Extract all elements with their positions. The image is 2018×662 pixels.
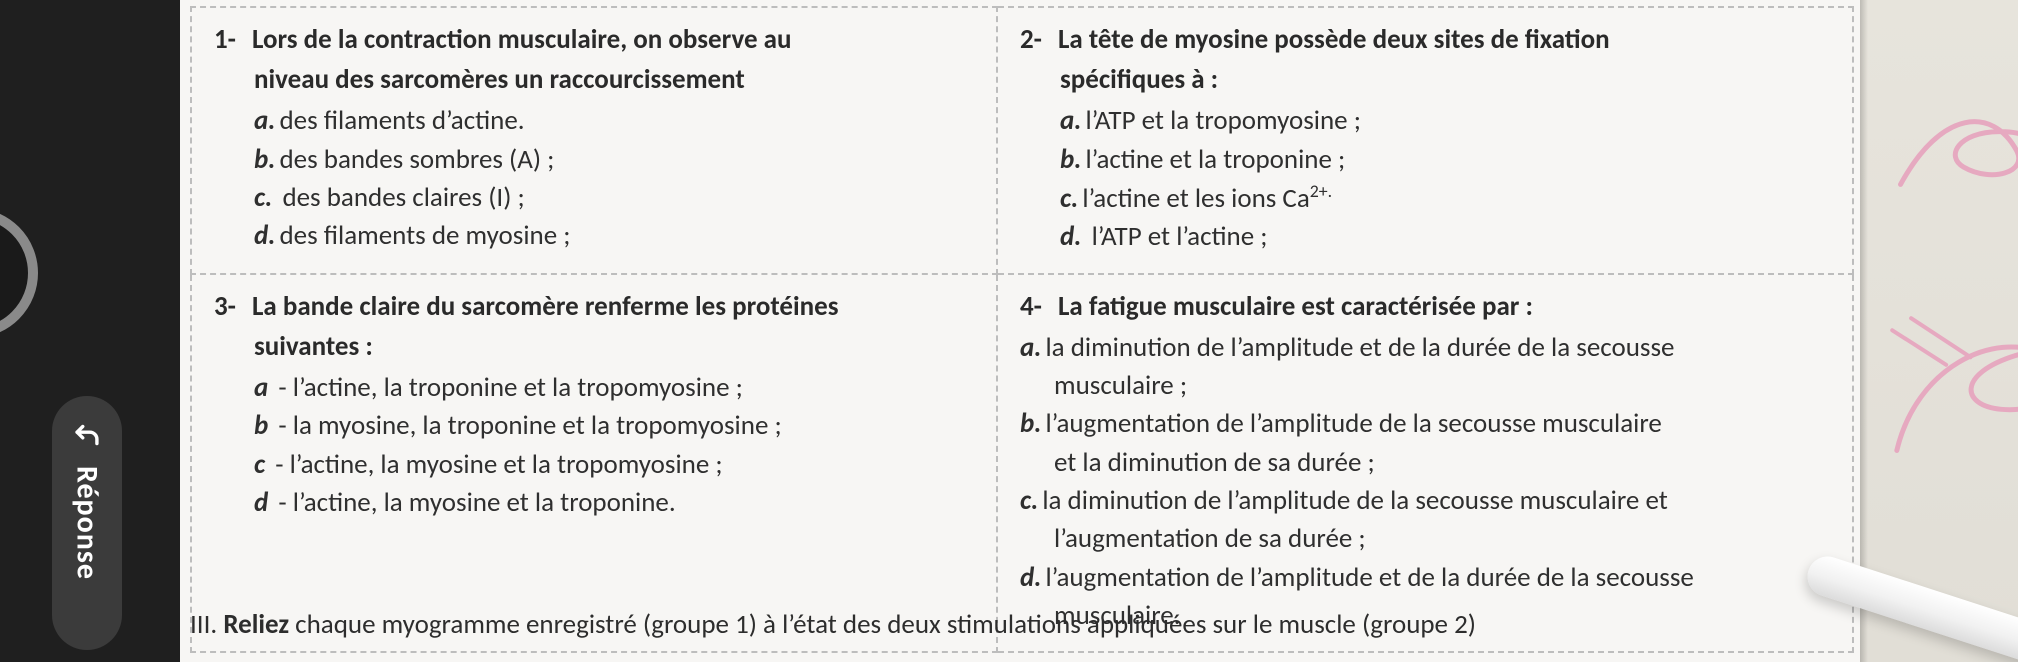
option-text: l’ATP et l’actine ; [1092, 220, 1268, 253]
option-label: c. [254, 181, 272, 214]
option-text: des bandes sombres (A) ; [279, 143, 554, 176]
option-b-line2: et la diminution de sa durée ; [1054, 444, 1832, 482]
options: a.l’ATP et la tropomyosine ; b.l’actine … [1060, 102, 1832, 256]
option-a: a.la diminution de l’amplitude et de la … [1020, 329, 1832, 367]
option-b: b.l’actine et la troponine ; [1060, 141, 1832, 179]
option-c-line2: l’augmentation de sa durée ; [1054, 520, 1832, 558]
sep: - [272, 371, 292, 404]
option-text: l’ATP et la tropomyosine ; [1085, 104, 1360, 137]
worksheet-paper: 1-Lors de la contraction musculaire, on … [180, 0, 1860, 662]
option-b: b - la myosine, la troponine et la tropo… [254, 407, 976, 445]
option-label: d. [1060, 220, 1081, 253]
option-text: la diminution de l’amplitude et de la du… [1045, 331, 1674, 364]
option-label: a [254, 371, 268, 404]
option-label: a. [254, 104, 275, 137]
option-label: b. [1060, 143, 1081, 176]
option-c: c - l’actine, la myosine et la tropomyos… [254, 446, 976, 484]
question-stem-line2: niveau des sarcomères un raccourcissemen… [254, 62, 976, 98]
option-text: l’augmentation de l’amplitude de la seco… [1045, 407, 1661, 440]
option-label: b [254, 409, 268, 442]
question-stem-line2: spécifiques à : [1060, 62, 1832, 98]
reply-arrow-icon [70, 418, 104, 452]
option-text: l’actine, la myosine et la tropomyosine … [290, 448, 723, 481]
option-text: l’actine et les ions Ca [1082, 182, 1309, 215]
options: a - l’actine, la troponine et la tropomy… [254, 369, 976, 522]
option-d: d - l’actine, la myosine et la troponine… [254, 484, 976, 522]
option-c: c.l’actine et les ions Ca2+. [1060, 179, 1832, 218]
question-stem: 2-La tête de myosine possède deux sites … [1020, 22, 1832, 58]
question-number: 3- [214, 289, 252, 325]
option-d: d. l’ATP et l’actine ; [1060, 218, 1832, 256]
exercise-iii-line: III. Reliez chaque myogramme enregistré … [190, 608, 1860, 641]
option-text: l’actine, la myosine et la troponine. [293, 486, 676, 519]
option-label: c [254, 448, 265, 481]
options: a.la diminution de l’amplitude et de la … [1020, 329, 1832, 636]
document-area: 1-Lors de la contraction musculaire, on … [180, 0, 2018, 662]
option-text: des filaments de myosine ; [279, 219, 570, 252]
footer-rest: chaque myogramme enregistré (groupe 1) à… [289, 608, 1476, 641]
question-cell-1: 1-Lors de la contraction musculaire, on … [190, 6, 998, 275]
question-cell-2: 2-La tête de myosine possède deux sites … [998, 6, 1854, 275]
options: a.des filaments d’actine. b.des bandes s… [254, 102, 976, 255]
question-stem: 4-La fatigue musculaire est caractérisée… [1020, 289, 1832, 325]
question-cell-3: 3-La bande claire du sarcomère renferme … [190, 275, 998, 654]
option-a: a.l’ATP et la tropomyosine ; [1060, 102, 1832, 140]
question-number: 4- [1020, 289, 1058, 325]
option-label: c. [1060, 182, 1078, 215]
option-label: b. [254, 143, 275, 176]
scribble-icon [1870, 288, 2018, 471]
option-a: a.des filaments d’actine. [254, 102, 976, 140]
option-text: la diminution de l’amplitude de la secou… [1042, 484, 1667, 517]
option-b: b.l’augmentation de l’amplitude de la se… [1020, 405, 1832, 443]
scribble-icon [1888, 74, 2018, 228]
question-number: 1- [214, 22, 252, 58]
question-stem-line2: suivantes : [254, 329, 976, 365]
option-label: a. [1020, 331, 1041, 364]
lens-icon [0, 208, 38, 338]
option-a-line2: musculaire ; [1054, 367, 1832, 405]
sep: - [269, 448, 289, 481]
option-text: l’actine, la troponine et la tropomyosin… [293, 371, 743, 404]
superscript: 2+. [1310, 180, 1332, 202]
option-text: des filaments d’actine. [279, 104, 524, 137]
sep: - [272, 409, 292, 442]
option-label: b. [1020, 407, 1041, 440]
option-label: d [254, 486, 268, 519]
option-label: d. [254, 219, 275, 252]
option-c: c.la diminution de l’amplitude de la sec… [1020, 482, 1832, 520]
option-c: c. des bandes claires (I) ; [254, 179, 976, 217]
app-left-rail: Réponse [0, 0, 180, 662]
grid-row: 3-La bande claire du sarcomère renferme … [190, 275, 1854, 654]
option-text: la myosine, la troponine et la tropomyos… [293, 409, 782, 442]
option-a: a - l’actine, la troponine et la tropomy… [254, 369, 976, 407]
option-text: des bandes claires (I) ; [282, 181, 524, 214]
sep: - [272, 486, 292, 519]
pen-body [1802, 551, 2018, 662]
option-label: a. [1060, 104, 1081, 137]
option-d: d.des filaments de myosine ; [254, 217, 976, 255]
reply-label: Réponse [69, 466, 106, 580]
stem-text: La fatigue musculaire est caractérisée p… [1058, 290, 1533, 323]
question-stem: 3-La bande claire du sarcomère renferme … [214, 289, 976, 325]
grid-row: 1-Lors de la contraction musculaire, on … [190, 6, 1854, 275]
option-text: l’augmentation de l’amplitude et de la d… [1045, 561, 1693, 594]
question-grid: 1-Lors de la contraction musculaire, on … [190, 6, 1854, 653]
option-b: b.des bandes sombres (A) ; [254, 141, 976, 179]
option-d: d.l’augmentation de l’amplitude et de la… [1020, 559, 1832, 597]
footer-prefix: III. [190, 608, 223, 641]
stem-text: Lors de la contraction musculaire, on ob… [252, 23, 792, 56]
question-stem: 1-Lors de la contraction musculaire, on … [214, 22, 976, 58]
stem-text: La bande claire du sarcomère renferme le… [252, 290, 838, 323]
option-label: d. [1020, 561, 1041, 594]
reply-button[interactable]: Réponse [52, 396, 122, 650]
question-cell-4: 4-La fatigue musculaire est caractérisée… [998, 275, 1854, 654]
option-label: c. [1020, 484, 1038, 517]
question-number: 2- [1020, 22, 1058, 58]
footer-bold: Reliez [223, 608, 289, 641]
option-text: l’actine et la troponine ; [1085, 143, 1345, 176]
stem-text: La tête de myosine possède deux sites de… [1058, 23, 1610, 56]
viewport: Réponse 1-Lors de la contraction muscula… [0, 0, 2018, 662]
